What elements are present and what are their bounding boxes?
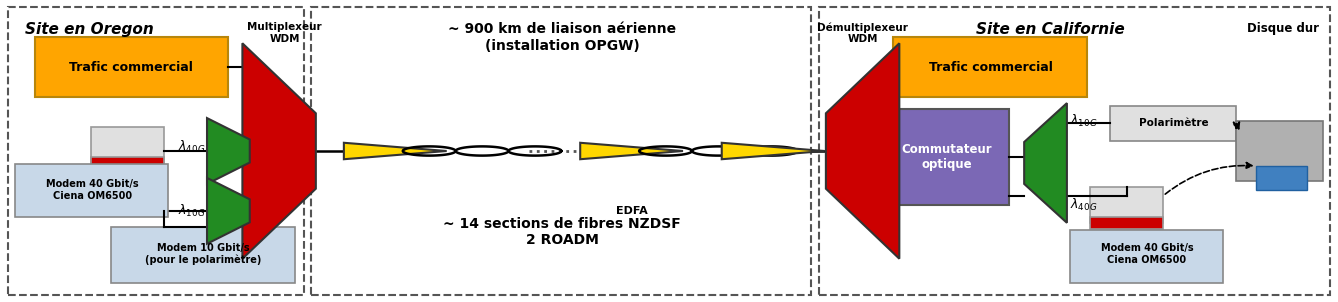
Text: Modem 40 Gbit/s
Ciena OM6500: Modem 40 Gbit/s Ciena OM6500 (45, 179, 139, 201)
Polygon shape (344, 143, 447, 159)
FancyBboxPatch shape (111, 227, 296, 283)
FancyBboxPatch shape (1256, 166, 1307, 190)
FancyBboxPatch shape (15, 165, 169, 217)
Polygon shape (581, 143, 682, 159)
FancyBboxPatch shape (1089, 217, 1163, 229)
Text: $\lambda_{40G}$: $\lambda_{40G}$ (1069, 197, 1097, 213)
Text: Trafic commercial: Trafic commercial (929, 61, 1053, 74)
Polygon shape (207, 118, 250, 184)
Polygon shape (242, 43, 316, 259)
Text: Démultiplexeur
WDM: Démultiplexeur WDM (818, 22, 909, 44)
FancyBboxPatch shape (91, 127, 165, 163)
Text: Site en Californie: Site en Californie (977, 22, 1125, 37)
FancyBboxPatch shape (1236, 121, 1323, 181)
FancyBboxPatch shape (35, 37, 229, 97)
Text: Modem 10 Gbit/s
(pour le polarimètre): Modem 10 Gbit/s (pour le polarimètre) (145, 243, 261, 265)
Text: EDFA: EDFA (615, 206, 648, 216)
FancyBboxPatch shape (1089, 187, 1163, 223)
Text: ~ 14 sections de fibres NZDSF
2 ROADM: ~ 14 sections de fibres NZDSF 2 ROADM (443, 217, 681, 247)
Polygon shape (1024, 103, 1066, 223)
Text: Trafic commercial: Trafic commercial (70, 61, 193, 74)
Text: ~ 900 km de liaison aérienne
(installation OPGW): ~ 900 km de liaison aérienne (installati… (448, 22, 676, 53)
FancyBboxPatch shape (1109, 106, 1236, 140)
FancyBboxPatch shape (1069, 230, 1223, 283)
FancyBboxPatch shape (894, 37, 1086, 97)
Polygon shape (826, 43, 899, 259)
Text: $\lambda_{10G}$: $\lambda_{10G}$ (1069, 113, 1097, 129)
Polygon shape (721, 143, 824, 159)
Text: Site en Oregon: Site en Oregon (25, 22, 154, 37)
Text: $\lambda_{10G}$: $\lambda_{10G}$ (178, 203, 205, 219)
Text: Multiplexeur
WDM: Multiplexeur WDM (248, 22, 321, 44)
Text: Disque dur: Disque dur (1247, 22, 1319, 35)
Text: Modem 40 Gbit/s
Ciena OM6500: Modem 40 Gbit/s Ciena OM6500 (1101, 243, 1193, 265)
FancyBboxPatch shape (883, 109, 1009, 205)
Polygon shape (207, 178, 250, 244)
Text: Polarimètre: Polarimètre (1139, 118, 1208, 128)
Text: Commutateur
optique: Commutateur optique (902, 143, 991, 171)
Text: $\lambda_{40G}$: $\lambda_{40G}$ (178, 138, 205, 155)
FancyBboxPatch shape (91, 157, 165, 169)
